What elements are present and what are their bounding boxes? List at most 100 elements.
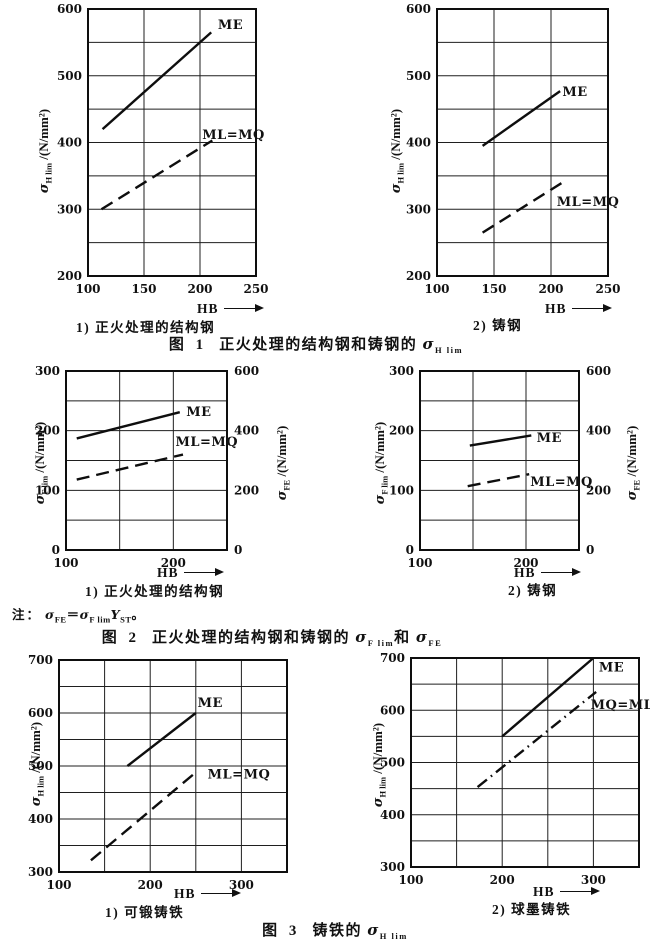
y-axis-title-fig2-left: σF lim /(N/mm²) <box>32 422 52 505</box>
sigma-subscript: FE <box>428 638 443 648</box>
series-label-ML=MQ: ML=MQ <box>557 195 620 210</box>
x-tick-label: 200 <box>513 556 538 570</box>
sigma-symbol: σ <box>37 183 52 194</box>
series-label-ML=MQ: ML=MQ <box>175 435 238 450</box>
series-label-ME: ME <box>198 696 223 711</box>
series-label-ML=MQ: ML=MQ <box>208 768 271 783</box>
x-tick-label: 150 <box>481 282 506 296</box>
y2-tick-label: 600 <box>586 364 611 378</box>
x-axis-label-fig1-right: HB <box>545 301 612 317</box>
y2-tick-label: 400 <box>234 424 259 438</box>
x-tick-label: 200 <box>490 873 515 887</box>
y-tick-label: 300 <box>406 202 431 216</box>
y-tick-label: 200 <box>57 269 82 283</box>
y-axis-title-fig2-right: σF lim /(N/mm²) <box>372 421 392 505</box>
series-label-MQ=ML: MQ=ML <box>591 698 650 713</box>
y-tick-label: 500 <box>380 756 405 770</box>
unit-text: /(N/mm²) <box>624 425 639 480</box>
subplot-label-fig2-right: 2) 铸钢 <box>508 583 558 598</box>
y-tick-label: 700 <box>380 651 405 665</box>
y-tick-label: 600 <box>57 2 82 16</box>
y2-tick-label: 0 <box>586 543 594 557</box>
sigma-symbol: σ <box>355 628 368 646</box>
hb-text: HB <box>533 884 555 899</box>
sigma-symbol: σ <box>33 494 48 505</box>
series-line-ML=MQ <box>481 181 564 234</box>
x-tick-label: 300 <box>581 873 606 887</box>
hb-text: HB <box>545 301 567 316</box>
y-tick-label: 200 <box>406 269 431 283</box>
subplot-label-fig2-left: 1) 正火处理的结构钢 <box>85 584 225 599</box>
x-axis-arrow-icon <box>540 567 581 576</box>
y-tick-label: 600 <box>380 703 405 717</box>
y-tick-label: 300 <box>380 860 405 874</box>
subplot-label-fig3-left: 1) 可锻铸铁 <box>105 905 185 920</box>
subplot-label-fig3-right: 2) 球墨铸铁 <box>492 902 572 917</box>
y-tick-label: 500 <box>57 69 82 83</box>
x-axis-arrow-icon <box>559 886 600 895</box>
x-tick-label: 100 <box>46 878 71 892</box>
figure-3-caption: 图 3 铸铁的 σH lim <box>262 919 408 941</box>
series-line-ME <box>126 712 197 767</box>
unit-text: /(N/mm²) <box>372 421 387 476</box>
x-tick-label: 250 <box>595 282 620 296</box>
y-tick-label: 200 <box>35 424 60 438</box>
x-axis-label-fig3-right: HB <box>533 884 600 900</box>
caption-text: 正火处理的结构钢和铸钢的 <box>151 630 356 646</box>
x-axis-label-fig2-left: HB <box>157 565 224 581</box>
sigma-symbol: σ <box>371 797 386 808</box>
y-axis-title-fig3-left: σH lim /(N/mm²) <box>28 722 48 806</box>
x-tick-label: 150 <box>131 282 156 296</box>
y-tick-label: 400 <box>380 808 405 822</box>
x-axis-label-fig1-left: HB <box>197 301 264 317</box>
caption-text: 铸铁的 <box>312 923 368 939</box>
chart-fig3-malleable-cast-iron: 100 200 300 300 400 500 600 700 ME ML=MQ <box>28 653 288 892</box>
sigma-subscript: F lim <box>379 475 390 495</box>
sigma-subscript: H lim <box>395 162 406 184</box>
y-tick-label: 400 <box>57 136 82 150</box>
x-axis-label-fig2-right: HB <box>514 565 581 581</box>
chart-fig1-cast-steel: 100 150 200 250 200 300 400 500 600 ME ML=MQ <box>406 2 621 296</box>
caption-text: 正火处理的结构钢和铸钢的 <box>219 337 423 353</box>
unit-text: /(N/mm²) <box>274 425 289 480</box>
series-label-ML=MQ: ML=MQ <box>202 128 265 143</box>
y-tick-label: 0 <box>52 543 60 557</box>
sigma-subscript: F lim <box>89 614 111 625</box>
series-line-ME <box>469 434 532 447</box>
series-label-ME: ME <box>537 431 562 446</box>
x-axis-label-fig3-left: HB <box>174 886 241 902</box>
y-tick-label: 300 <box>389 364 414 378</box>
plot-border <box>436 8 609 277</box>
y-tick-label: 300 <box>28 865 53 879</box>
unit-text: /(N/mm²) <box>370 722 385 777</box>
equals-sign: ＝ <box>66 608 80 622</box>
y-tick-label: 700 <box>28 653 53 667</box>
x-axis-arrow-icon <box>223 303 264 312</box>
series-label-ME: ME <box>599 661 624 676</box>
chart-fig1-normalized-structural-steel: 100 150 200 250 200 300 400 500 600 ME ML=MQ <box>57 2 269 296</box>
y-tick-label: 400 <box>406 136 431 150</box>
plot-border <box>410 657 640 868</box>
caption-text: 和 <box>394 630 416 646</box>
hb-text: HB <box>514 565 536 580</box>
plot-border <box>58 659 288 873</box>
sigma-subscript: H lim <box>435 345 464 355</box>
sigma-subscript: FE <box>631 479 642 491</box>
y-tick-label: 300 <box>57 202 82 216</box>
figure-number: 图 1 <box>168 337 208 353</box>
sigma-symbol: σ <box>389 183 404 194</box>
x-tick-label: 200 <box>161 556 186 570</box>
x-tick-label: 200 <box>138 878 163 892</box>
series-line-ML=MQ <box>100 139 213 211</box>
y2-tick-label: 200 <box>234 483 259 497</box>
y2-axis-title-fig2-left: σFE /(N/mm²) <box>274 425 294 501</box>
y-tick-label: 500 <box>406 69 431 83</box>
sigma-subscript: F lim <box>367 638 395 648</box>
y-tick-label: 100 <box>35 483 60 497</box>
x-axis-arrow-icon <box>571 303 612 312</box>
y-subscript: ST <box>120 614 132 625</box>
x-axis-arrow-icon <box>200 888 241 897</box>
sigma-symbol: σ <box>373 494 388 505</box>
